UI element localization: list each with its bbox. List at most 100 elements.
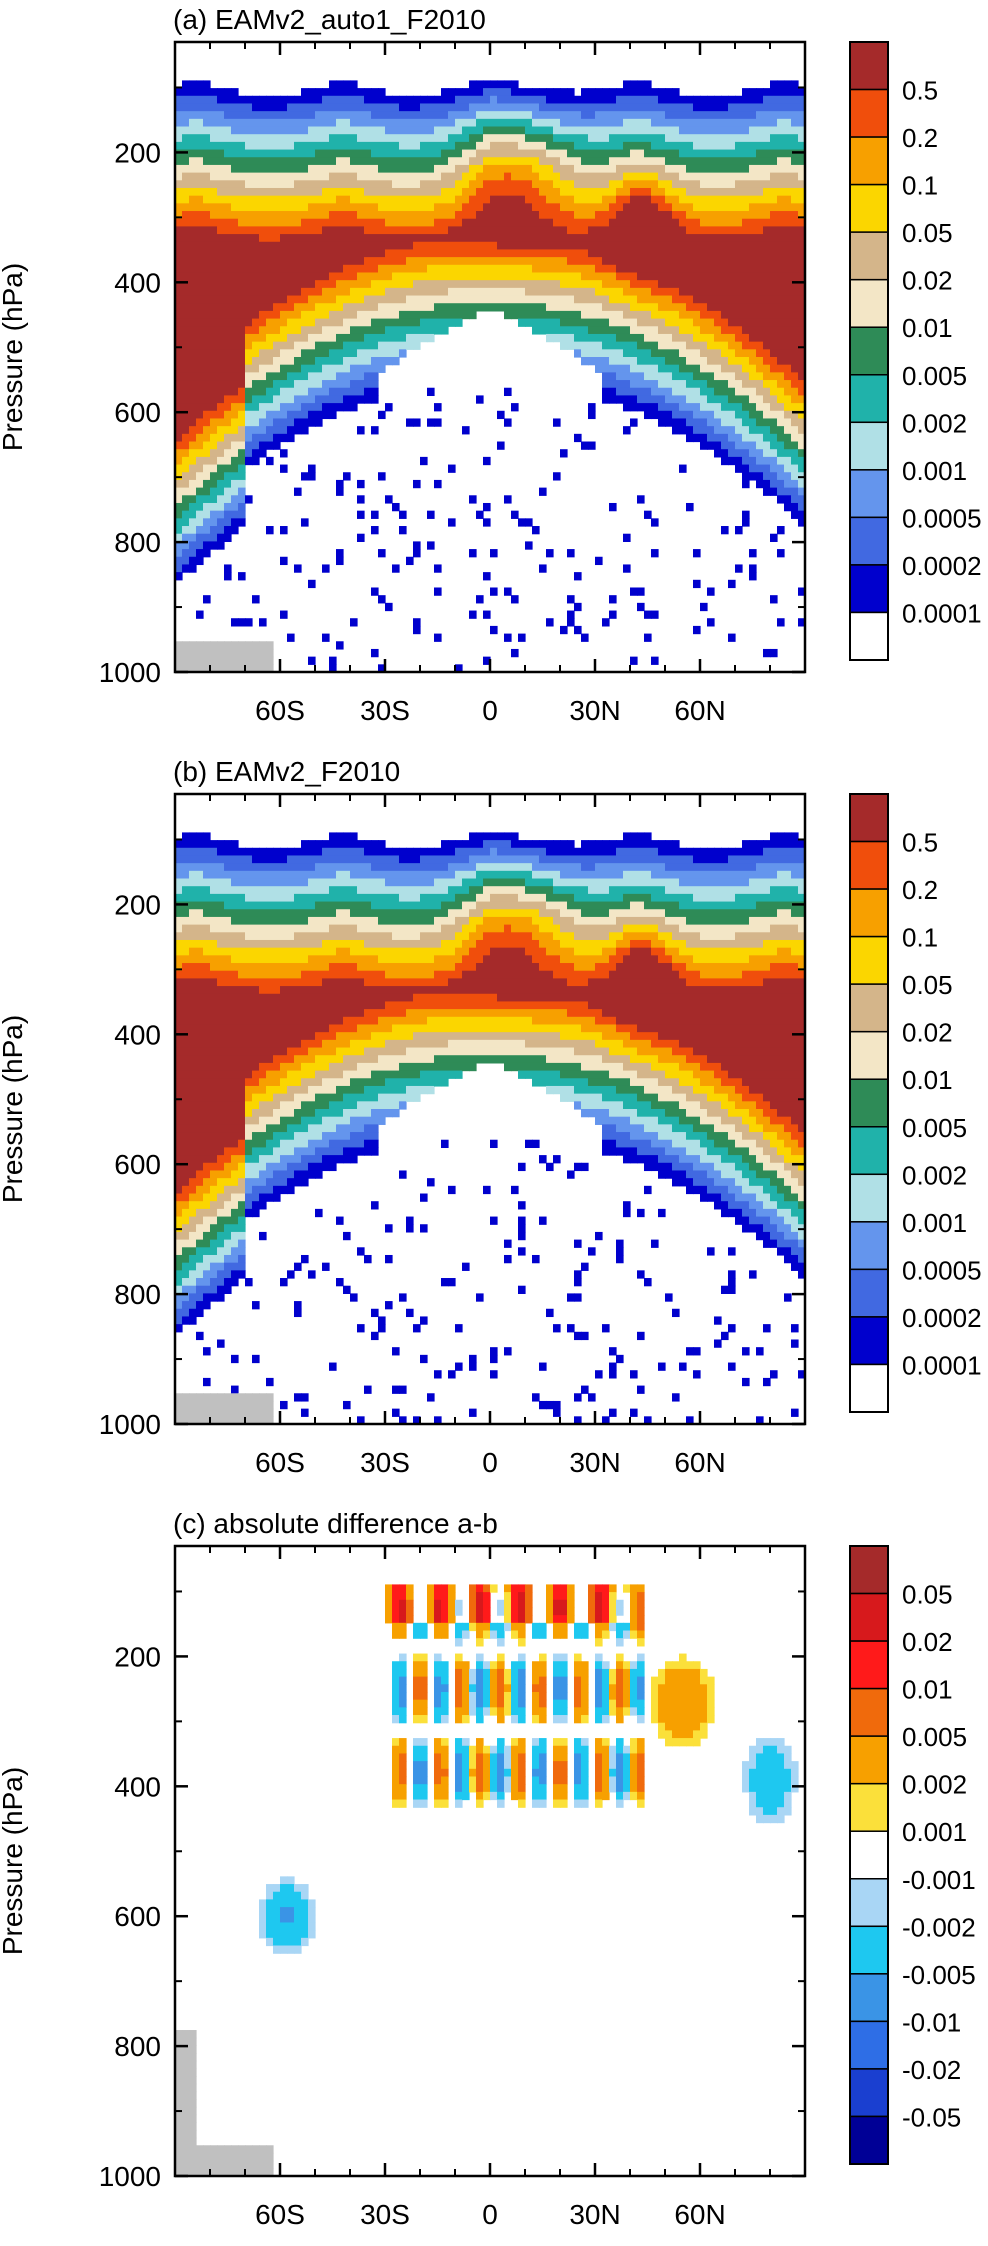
field-cell (546, 249, 554, 258)
field-cell (252, 287, 260, 297)
field-cell (224, 1393, 232, 1402)
field-cell (742, 103, 750, 112)
field-cell (287, 295, 295, 304)
field-cell (749, 303, 757, 312)
field-cell (777, 341, 785, 350)
field-cell (693, 111, 701, 120)
field-cell (343, 341, 351, 350)
field-cell (616, 180, 624, 189)
field-cell (770, 203, 778, 212)
field-cell (763, 195, 771, 204)
field-cell (413, 479, 421, 489)
field-cell (728, 418, 736, 427)
field-cell (175, 95, 183, 105)
field-cell (266, 126, 274, 135)
field-cell (546, 241, 554, 251)
field-cell (301, 372, 309, 381)
field-cell (749, 387, 757, 397)
field-cell (294, 303, 302, 312)
field-cell (588, 88, 596, 97)
field-cell (497, 149, 505, 158)
field-cell (224, 863, 232, 872)
field-cell (665, 187, 673, 197)
field-cell (217, 187, 225, 197)
field-cell (238, 1170, 246, 1179)
field-cell (567, 157, 575, 166)
field-cell (700, 433, 708, 443)
field-cell (231, 172, 239, 181)
field-cell (588, 349, 596, 358)
field-cell (238, 234, 246, 243)
field-cell (189, 870, 197, 880)
field-cell (448, 287, 456, 297)
field-cell (427, 272, 435, 281)
field-cell (476, 111, 484, 120)
field-cell (777, 487, 785, 496)
field-cell (238, 349, 246, 358)
field-cell (280, 410, 288, 420)
field-cell (504, 211, 512, 220)
field-cell (644, 633, 652, 642)
field-cell (630, 387, 638, 397)
field-cell (707, 587, 715, 596)
field-cell (336, 380, 344, 389)
field-cell (672, 295, 680, 304)
field-cell (259, 963, 267, 972)
field-cell (273, 218, 281, 227)
field-cell (504, 310, 512, 320)
field-cell (175, 1408, 183, 1417)
field-cell (322, 111, 330, 120)
field-cell (182, 556, 190, 566)
field-cell (217, 88, 225, 97)
field-cell (742, 126, 750, 135)
field-cell (700, 187, 708, 197)
field-cell (203, 1416, 211, 1424)
field-cell (490, 295, 498, 304)
colorbar-frame (849, 41, 889, 661)
field-cell (350, 333, 358, 343)
field-cell (630, 95, 638, 105)
field-cell (203, 218, 211, 227)
field-cell (721, 372, 729, 381)
field-cell (644, 141, 652, 151)
field-cell (196, 1393, 204, 1402)
field-cell (210, 1062, 218, 1072)
field-cell (413, 157, 421, 166)
field-cell (777, 479, 785, 489)
field-cell (350, 618, 358, 627)
field-cell (763, 149, 771, 158)
field-cell (434, 633, 442, 642)
field-cell (791, 287, 799, 297)
field-cell (385, 264, 393, 274)
field-cell (679, 464, 687, 473)
field-cell (567, 118, 575, 128)
field-cell (490, 111, 498, 120)
field-cell (420, 134, 428, 143)
field-cell (392, 218, 400, 227)
field-cell (539, 226, 547, 235)
field-cell (175, 1139, 183, 1149)
field-cell (210, 441, 218, 450)
field-cell (602, 172, 610, 181)
field-cell (784, 357, 792, 366)
field-cell (392, 211, 400, 220)
field-cell (693, 318, 701, 327)
field-cell (651, 403, 659, 412)
field-cell (231, 963, 239, 972)
field-cell (189, 357, 197, 366)
field-cell (714, 441, 722, 450)
field-cell (280, 264, 288, 274)
field-cell (350, 134, 358, 143)
field-cell (763, 387, 771, 397)
field-cell (203, 1270, 211, 1279)
field-cell (196, 426, 204, 435)
field-cell (294, 372, 302, 381)
field-cell (798, 326, 805, 335)
field-cell (609, 280, 617, 289)
field-cell (588, 333, 596, 343)
field-cell (287, 95, 295, 105)
field-cell (616, 118, 624, 128)
field-cell (798, 487, 805, 496)
field-cell (196, 924, 204, 933)
field-cell (231, 418, 239, 427)
